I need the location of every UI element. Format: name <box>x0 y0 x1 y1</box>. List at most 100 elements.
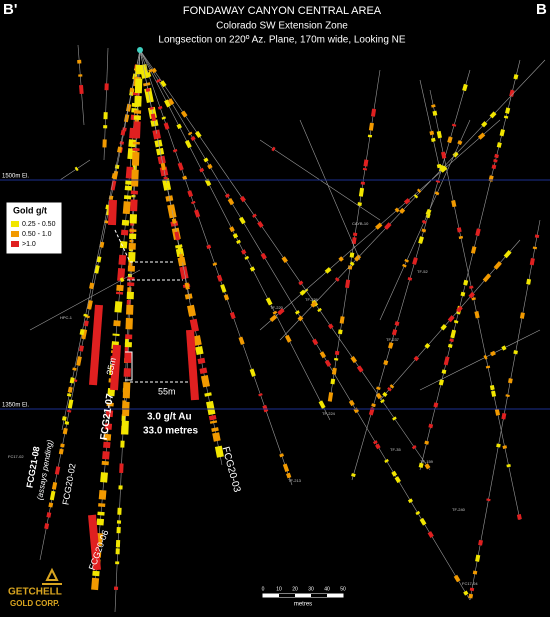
assay-interval <box>164 182 170 189</box>
elevation-label: 1350m El. <box>2 403 29 409</box>
scale-bar-fill <box>262 593 344 598</box>
assay-interval <box>418 462 424 468</box>
assay-interval <box>232 233 239 239</box>
assay-interval <box>190 135 196 142</box>
assay-interval <box>453 574 461 583</box>
assay-interval <box>350 356 358 364</box>
assay-interval <box>197 357 206 365</box>
assay-interval <box>159 80 167 88</box>
assay-interval <box>133 121 141 139</box>
assay-interval <box>508 378 513 384</box>
assay-interval <box>482 273 492 283</box>
assay-interval <box>501 345 507 351</box>
assay-interval <box>229 226 235 233</box>
assay-interval <box>184 282 190 290</box>
minor-label: TF-35 <box>390 447 401 452</box>
assay-interval <box>371 403 376 408</box>
assay-interval <box>449 338 454 343</box>
assay-interval <box>227 198 235 206</box>
assay-interval <box>241 249 247 255</box>
minor-label: TF-159 <box>420 459 434 464</box>
drill-trace <box>419 79 441 171</box>
assay-interval <box>441 151 447 159</box>
assay-interval <box>104 423 113 430</box>
title: FONDAWAY CANYON CENTRAL AREA <box>183 5 382 17</box>
subtitle: Colorado SW Extension Zone <box>216 21 348 32</box>
assay-interval <box>421 219 427 224</box>
assay-interval <box>407 276 413 281</box>
assay-interval <box>502 445 508 449</box>
assay-interval <box>351 237 357 245</box>
assay-interval <box>238 336 245 345</box>
assay-interval <box>119 141 125 145</box>
assay-interval <box>331 367 337 375</box>
assay-interval <box>493 261 502 270</box>
assay-interval <box>128 139 136 148</box>
assay-interval <box>447 136 453 144</box>
assay-interval <box>456 305 463 313</box>
drill-trace <box>379 119 471 321</box>
assay-interval <box>61 416 67 421</box>
dashed-line <box>114 229 131 263</box>
assay-interval <box>501 412 507 420</box>
assay-interval <box>78 345 84 352</box>
intercept-grade: 3.0 g/t Au <box>147 412 192 423</box>
legend-item: 0.25 - 0.50 <box>22 221 56 228</box>
assay-interval <box>403 198 411 205</box>
scale-tick-label: 0 <box>262 586 265 592</box>
assay-interval <box>204 392 212 397</box>
assay-interval <box>91 577 100 591</box>
assay-interval <box>391 329 398 336</box>
drill-trace <box>299 119 361 261</box>
minor-label: TF-213 <box>288 478 302 483</box>
intercept-length: 33.0 metres <box>143 426 198 437</box>
assay-interval <box>103 433 112 441</box>
assay-interval <box>463 279 469 286</box>
assay-interval <box>491 390 497 397</box>
assay-interval <box>223 294 230 301</box>
section-marker: B' <box>3 1 17 18</box>
assay-interval <box>349 261 355 267</box>
assay-interval <box>105 204 111 210</box>
assay-interval <box>127 148 136 160</box>
assay-interval <box>98 489 107 500</box>
assay-interval <box>126 103 132 112</box>
assay-interval <box>100 472 108 483</box>
assay-interval <box>229 311 236 320</box>
legend-item: 0.50 - 1.0 <box>22 231 52 238</box>
assay-interval <box>349 252 355 258</box>
assay-interval <box>380 398 385 404</box>
assay-interval <box>295 310 300 315</box>
assay-interval <box>207 163 213 170</box>
assay-interval <box>81 329 88 340</box>
assay-interval <box>114 301 123 313</box>
distance-label: 55m <box>158 386 176 396</box>
assay-interval <box>428 423 434 429</box>
assay-interval <box>494 408 501 416</box>
assay-interval <box>125 166 134 179</box>
assay-interval <box>384 458 389 464</box>
assay-interval <box>272 310 278 315</box>
assay-interval <box>436 163 442 169</box>
assay-interval <box>440 323 447 331</box>
assay-interval <box>131 151 140 166</box>
assay-interval <box>429 130 435 136</box>
high-grade-intercept <box>88 514 101 571</box>
assay-interval <box>310 301 318 308</box>
assay-interval <box>154 133 160 139</box>
assay-interval <box>62 427 68 435</box>
assay-interval <box>468 291 475 299</box>
drill-trace <box>419 59 521 471</box>
assay-interval <box>184 139 192 149</box>
minor-label: TF-240 <box>452 507 466 512</box>
assay-interval <box>105 410 114 418</box>
assay-interval <box>214 445 224 458</box>
assay-interval <box>318 400 326 409</box>
assay-interval <box>472 570 478 575</box>
assay-interval <box>505 107 511 114</box>
assay-interval <box>345 279 351 289</box>
assay-interval <box>382 391 388 398</box>
assay-interval <box>200 375 210 388</box>
assay-interval <box>122 201 131 215</box>
assay-interval <box>489 384 495 391</box>
